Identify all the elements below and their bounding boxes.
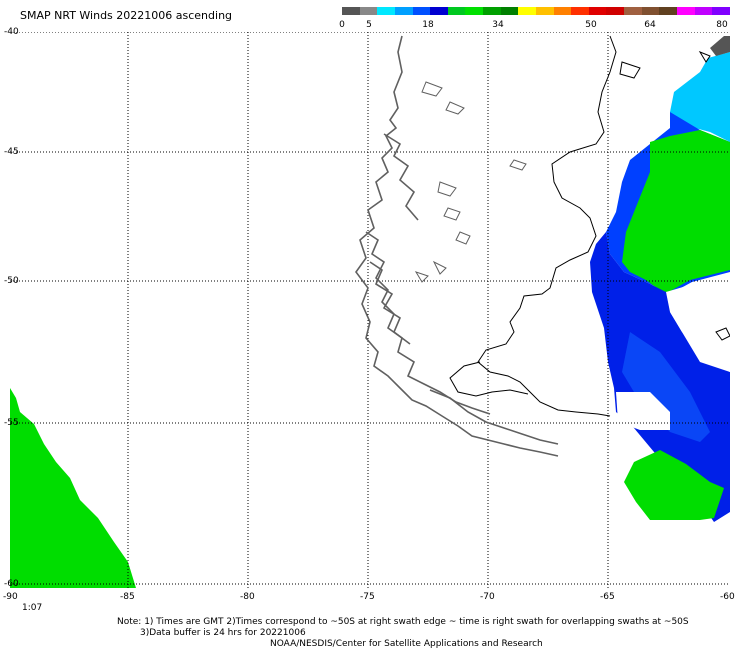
colorbar	[342, 7, 730, 15]
colorbar-segment	[694, 7, 713, 15]
lon-label: -75	[360, 592, 375, 602]
wind-swath-green-upper	[622, 130, 730, 294]
colorbar-segment	[430, 7, 448, 15]
colorbar-segment	[535, 7, 554, 15]
coastline	[355, 35, 559, 457]
lat-label: -40	[4, 27, 19, 37]
lat-label: -60	[4, 579, 19, 589]
colorbar-tick-label: 50	[585, 20, 597, 30]
lon-label: -70	[480, 592, 495, 602]
lakes	[414, 81, 527, 283]
lat-label: -50	[4, 276, 19, 286]
colorbar-segment	[518, 7, 536, 15]
colorbar-segment	[359, 7, 378, 15]
islands	[619, 50, 730, 341]
note-line-2: 3)Data buffer is 24 hrs for 20221006	[140, 628, 306, 638]
colorbar-segment	[465, 7, 483, 15]
wind-swath-blue-highlight	[622, 332, 710, 442]
colorbar-segment	[624, 7, 642, 15]
lon-label: -60	[720, 592, 735, 602]
wind-swath-left-green	[10, 388, 136, 588]
colorbar-segment	[342, 7, 360, 15]
colorbar-segment	[447, 7, 466, 15]
colorbar-tick-label: 64	[644, 20, 656, 30]
colorbar-segment	[676, 7, 695, 15]
colorbar-tick-label: 80	[716, 20, 728, 30]
lon-label: -80	[240, 592, 255, 602]
colorbar-tick-label: 0	[339, 20, 345, 30]
colorbar-segment	[500, 7, 519, 15]
colorbar-tick-label: 5	[366, 20, 372, 30]
colorbar-segment	[394, 7, 413, 15]
colorbar-segment	[588, 7, 607, 15]
swath-time-label: 1:07	[22, 603, 43, 613]
map-title: SMAP NRT Winds 20221006 ascending	[20, 9, 233, 22]
colorbar-segment	[553, 7, 572, 15]
wind-map	[10, 32, 730, 588]
colorbar-segment	[641, 7, 660, 15]
colorbar-segment	[712, 7, 730, 15]
lat-label: -45	[4, 147, 19, 157]
lon-label: -90	[3, 592, 18, 602]
lon-label: -85	[120, 592, 135, 602]
lon-label: -65	[600, 592, 615, 602]
colorbar-segment	[606, 7, 624, 15]
credit-line: NOAA/NESDIS/Center for Satellite Applica…	[270, 639, 543, 649]
note-line-1: Note: 1) Times are GMT 2)Times correspon…	[117, 617, 689, 627]
colorbar-tick-label: 18	[422, 20, 434, 30]
east-coast	[449, 35, 617, 417]
no-data-gap	[666, 276, 730, 372]
wind-swath-green-lower	[624, 450, 724, 520]
lat-label: -55	[4, 418, 19, 428]
no-data-gap-2	[616, 392, 670, 430]
wind-swath-cyan	[670, 52, 730, 142]
wind-swath-gray	[710, 36, 730, 56]
graticule	[10, 32, 730, 588]
map-canvas	[10, 32, 730, 588]
colorbar-segment	[571, 7, 589, 15]
colorbar-tick-label: 34	[492, 20, 504, 30]
colorbar-segment	[412, 7, 431, 15]
colorbar-segment	[377, 7, 395, 15]
colorbar-segment	[483, 7, 501, 15]
colorbar-segment	[659, 7, 677, 15]
